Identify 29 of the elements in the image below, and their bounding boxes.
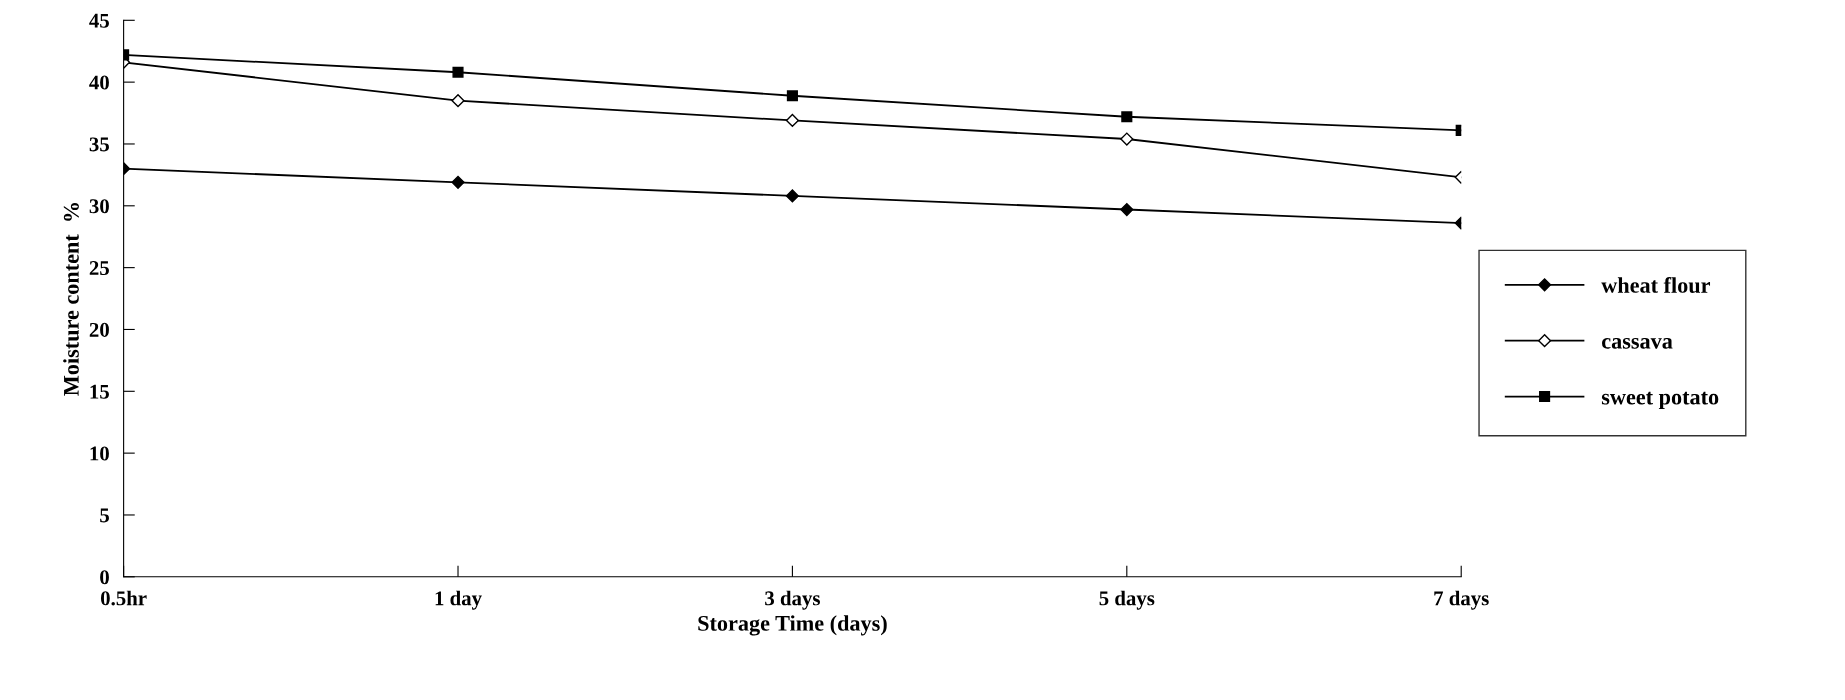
y-tick-label: 25 <box>89 261 109 276</box>
y-tick-label: 35 <box>89 137 109 152</box>
x-tick-label: 1 day <box>435 590 482 610</box>
x-tick-label: 0.5hr <box>100 590 147 606</box>
x-tick-label: 3 days <box>765 590 820 610</box>
legend-label: sweet potato <box>1601 391 1719 410</box>
y-tick-label: 20 <box>89 322 109 337</box>
y-tick-label: 40 <box>89 75 109 90</box>
y-tick-label: 0 <box>100 570 109 585</box>
point <box>1120 132 1134 146</box>
x-tick-label: 7 days <box>1434 590 1489 610</box>
point <box>786 90 798 102</box>
y-axis-title: Moisture content % <box>63 203 79 396</box>
y-tick-label: 15 <box>90 384 109 399</box>
point <box>451 175 465 189</box>
point <box>1120 202 1134 217</box>
x-axis-title: Storage Time (days) <box>698 615 887 636</box>
point <box>785 189 799 203</box>
legend-label: wheat flour <box>1601 276 1711 293</box>
legend-label: cassava <box>1602 338 1673 349</box>
point <box>451 94 465 108</box>
point <box>785 113 799 128</box>
y-tick-label: 10 <box>90 446 109 461</box>
y-tick-label: 5 <box>100 508 109 523</box>
point <box>452 66 464 78</box>
point <box>1121 111 1133 123</box>
y-tick-label: 45 <box>89 13 109 28</box>
y-tick-label: 30 <box>89 199 109 214</box>
x-tick-label: 5 days <box>1099 590 1155 610</box>
